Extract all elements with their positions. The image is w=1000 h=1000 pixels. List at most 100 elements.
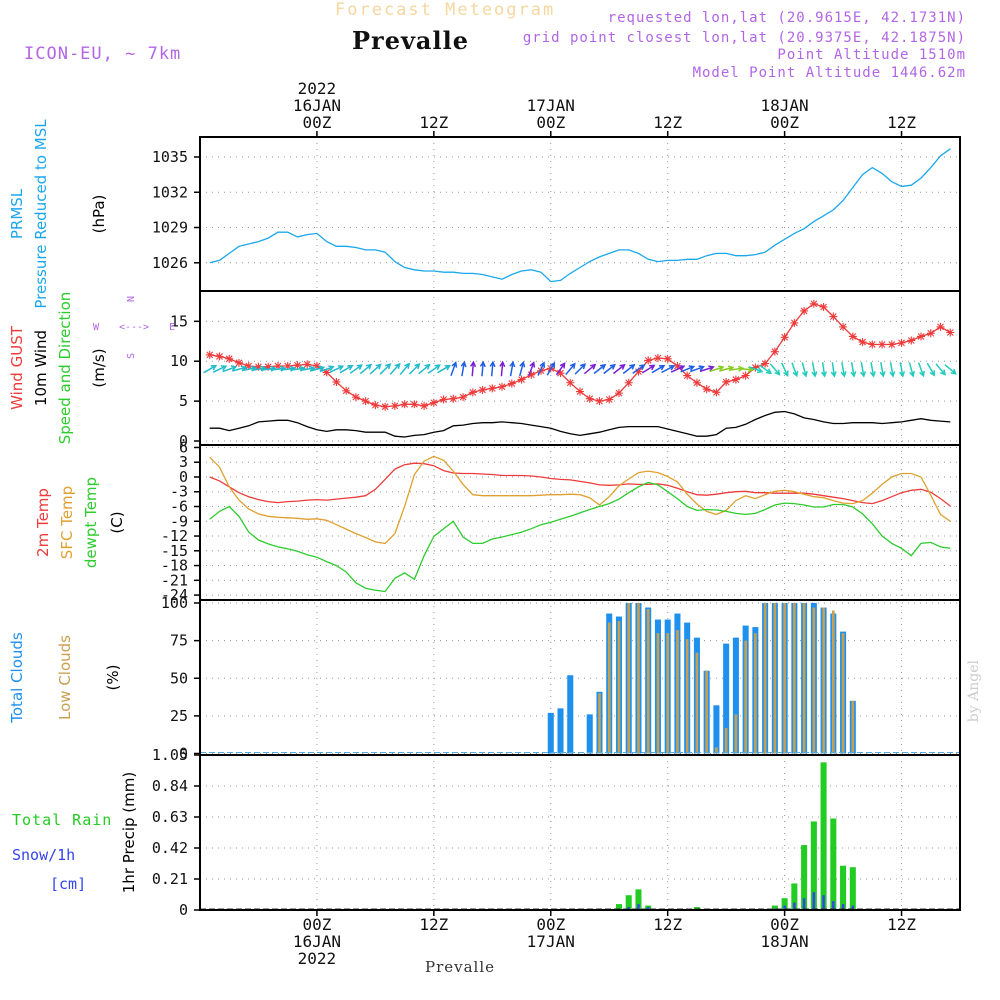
- low-clouds-bar: [763, 603, 767, 754]
- wind-arrow: [251, 367, 266, 372]
- gust-marker: [527, 370, 536, 379]
- y-tick-label: 1035: [152, 148, 188, 166]
- wind-arrow: [791, 362, 798, 377]
- wind-arrow: [528, 362, 535, 377]
- y-tick-label: 0.42: [152, 839, 188, 857]
- y-tick-label: 0: [179, 901, 188, 919]
- snow-bar: [783, 905, 786, 910]
- wind-arrow-head: [347, 364, 354, 371]
- wind-arrow-head: [444, 364, 452, 371]
- y-tick-label: 75: [170, 632, 188, 650]
- y-tick-label: 25: [170, 707, 188, 725]
- gust-marker: [809, 299, 818, 308]
- wind-arrow: [379, 363, 391, 375]
- wind-dir-w-label: W: [93, 322, 100, 333]
- wind-arrow: [349, 364, 363, 374]
- wind-arrow-head: [840, 371, 847, 378]
- gust-marker: [293, 361, 302, 370]
- point-altitude: Point Altitude 1510m: [777, 47, 966, 63]
- panel-temperature: 630-3-6-9-12-15-18-21-24 2m Temp SFC Temp d…: [34, 438, 961, 604]
- y-tick-label: 1032: [152, 183, 188, 201]
- gust-marker: [653, 354, 662, 363]
- total-clouds-bar: [557, 708, 564, 754]
- wind-arrow: [926, 362, 935, 376]
- low-clouds-bar: [793, 603, 796, 754]
- wind-arrow: [369, 363, 382, 375]
- total-clouds-bar: [586, 714, 593, 754]
- wind-arrow-head: [811, 371, 818, 378]
- wind-arrow-head: [708, 365, 715, 372]
- low-clouds-bar: [754, 633, 757, 754]
- wind-arrow-head: [774, 369, 781, 376]
- snow-bar: [832, 901, 835, 910]
- unit-label: (C): [108, 511, 126, 533]
- wind-arrow: [437, 365, 451, 374]
- wind-arrow: [203, 365, 217, 374]
- gust-marker: [478, 385, 487, 394]
- wind-arrow-head: [424, 363, 431, 370]
- low-clouds-bar: [646, 609, 650, 754]
- wind-arrow-head: [792, 370, 799, 378]
- x-tick-label-bottom: 00Z: [770, 915, 799, 934]
- wind-arrow: [603, 364, 616, 375]
- y-tick-label: 1.05: [152, 746, 188, 764]
- snow-bar: [793, 902, 796, 910]
- gust-marker: [692, 378, 701, 387]
- unit-label: (hPa): [90, 195, 108, 234]
- y-tick-label: -24: [161, 586, 188, 604]
- wind-arrow: [389, 363, 401, 375]
- panel-frame: [199, 754, 961, 911]
- wind-arrow-head: [404, 362, 411, 369]
- gust-marker: [351, 393, 360, 402]
- unit-label: (%): [104, 665, 122, 691]
- rain-bar: [820, 762, 827, 910]
- total-clouds-bar: [713, 705, 720, 754]
- credit-watermark: by Angel: [966, 660, 982, 723]
- y-tick-label: -21: [161, 571, 188, 589]
- gust-marker: [897, 338, 906, 347]
- wind-arrow-head: [899, 371, 906, 378]
- requested-coords: requested lon,lat (20.9615E, 42.1731N): [607, 10, 966, 26]
- x-tick-label-top: 18JAN: [761, 96, 809, 115]
- wind-arrow-head: [337, 365, 345, 371]
- wind-arrow: [270, 367, 285, 371]
- wind-arrow-head: [658, 364, 666, 371]
- low-clouds-bar: [851, 700, 855, 754]
- gust-marker: [673, 362, 682, 371]
- low-clouds-bar: [637, 603, 640, 754]
- gust-marker: [225, 354, 234, 363]
- wind-arrow: [583, 364, 596, 375]
- wind-arrow: [408, 363, 420, 375]
- wind-arrow-head: [539, 361, 546, 368]
- wind-arrow: [359, 364, 372, 375]
- wind-arrow: [821, 362, 826, 377]
- wind-arrow-head: [801, 370, 808, 378]
- gust-marker: [839, 322, 848, 331]
- gust-marker: [887, 340, 896, 349]
- wind-arrow: [612, 364, 625, 375]
- wind-arrow: [860, 362, 865, 377]
- wind-arrow: [309, 366, 324, 372]
- gust-marker: [215, 352, 224, 361]
- gust-marker: [507, 379, 516, 388]
- wind-dir-n-label: N: [126, 296, 137, 302]
- wind-arrow-head: [820, 371, 828, 378]
- wind-arrow-head: [649, 364, 656, 371]
- y-axis-label: PRMSL: [8, 188, 26, 239]
- wind-arrow: [212, 365, 227, 373]
- x-tick-label-top: 00Z: [302, 113, 331, 132]
- low-clouds-bar: [695, 652, 699, 754]
- y-tick-label: -6: [170, 498, 188, 516]
- y-tick-label: 3: [179, 453, 188, 471]
- wind-arrow-head: [470, 360, 477, 368]
- wind-arrow-head: [489, 360, 496, 368]
- gust-marker: [488, 384, 497, 393]
- x-tick-label-bottom: 00Z: [302, 915, 331, 934]
- gust-marker: [332, 377, 341, 386]
- gust-marker: [361, 397, 370, 406]
- wind-arrow-head: [460, 360, 467, 368]
- gust-marker: [702, 385, 711, 394]
- wind-arrow: [450, 362, 457, 377]
- gust-marker: [449, 394, 458, 403]
